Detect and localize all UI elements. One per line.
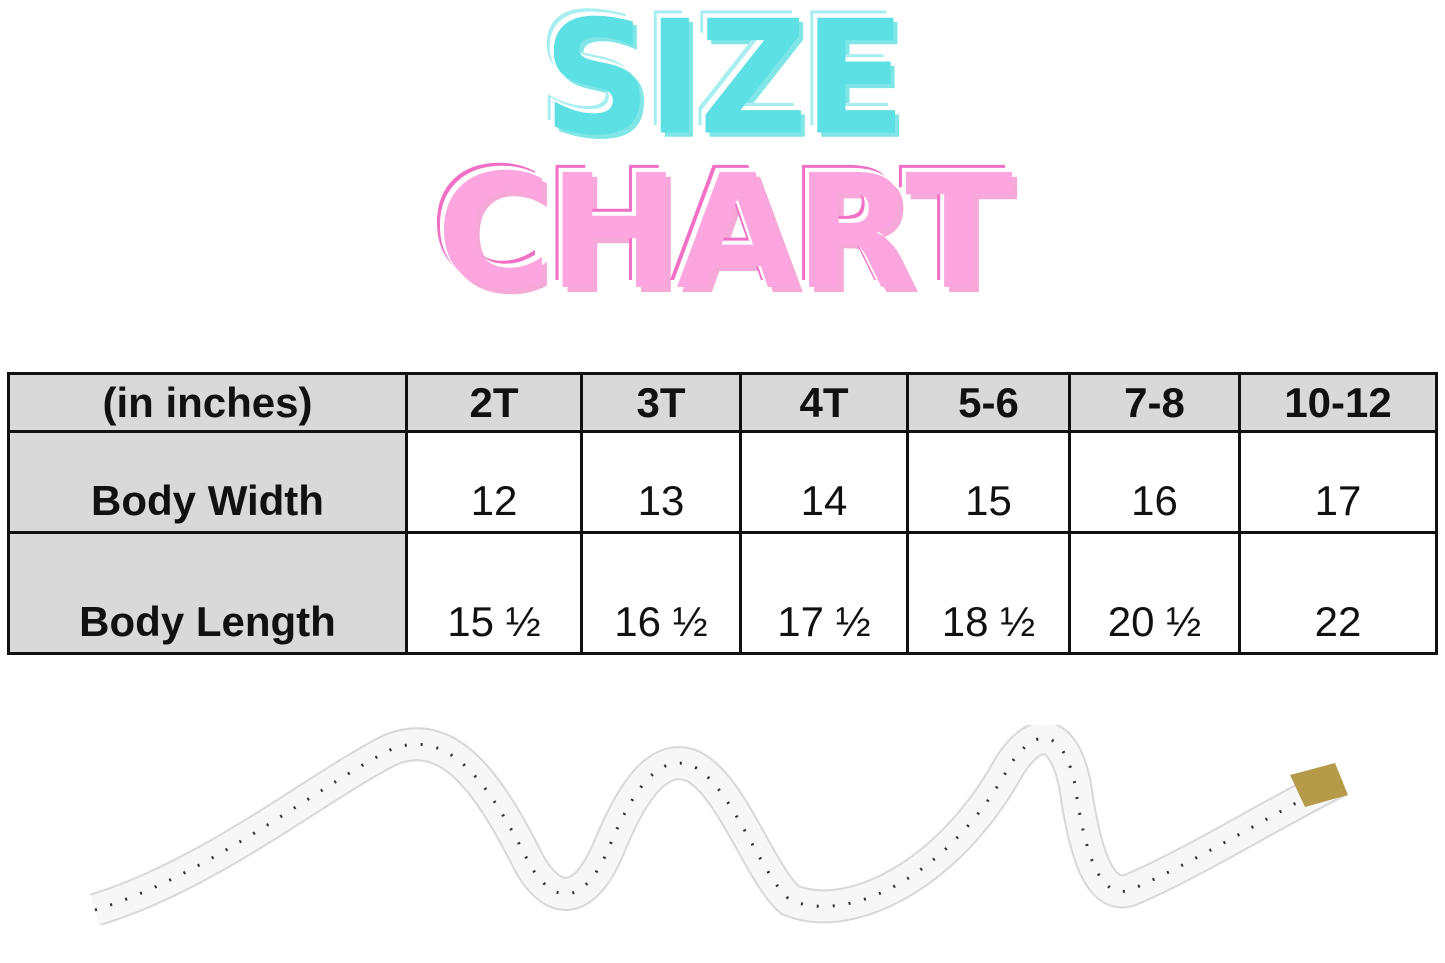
table-cell: 22 — [1238, 531, 1438, 655]
table-row: Body Width 12 13 14 15 16 17 — [7, 430, 1438, 534]
unit-header: (in inches) — [7, 372, 408, 433]
table-cell: 17 — [1238, 430, 1438, 534]
size-header: 5-6 — [906, 372, 1071, 433]
size-header: 10-12 — [1238, 372, 1438, 433]
title-chart: CHART — [436, 141, 1013, 325]
table-cell: 14 — [739, 430, 909, 534]
size-header: 7-8 — [1068, 372, 1241, 433]
row-label: Body Width — [7, 430, 408, 534]
table-cell: 12 — [405, 430, 583, 534]
size-header: 3T — [580, 372, 742, 433]
table-cell: 18 ½ — [906, 531, 1071, 655]
size-header: 2T — [405, 372, 583, 433]
size-table: (in inches) 2T 3T 4T 5-6 7-8 10-12 Body … — [7, 372, 1438, 655]
table-cell: 16 ½ — [580, 531, 742, 655]
header-row: (in inches) 2T 3T 4T 5-6 7-8 10-12 — [7, 372, 1438, 433]
row-label: Body Length — [7, 531, 408, 655]
table-cell: 15 ½ — [405, 531, 583, 655]
table-cell: 17 ½ — [739, 531, 909, 655]
measuring-tape-icon — [90, 725, 1348, 925]
table-row: Body Length 15 ½ 16 ½ 17 ½ 18 ½ 20 ½ 22 — [7, 531, 1438, 655]
table-cell: 15 — [906, 430, 1071, 534]
title-size: SIZE — [542, 0, 906, 171]
table-cell: 16 — [1068, 430, 1241, 534]
table-cell: 20 ½ — [1068, 531, 1241, 655]
size-header: 4T — [739, 372, 909, 433]
table-cell: 13 — [580, 430, 742, 534]
